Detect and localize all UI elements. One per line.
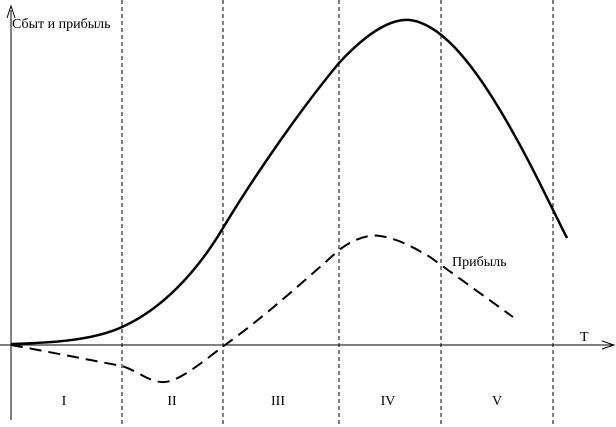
stage-label: II bbox=[167, 394, 177, 409]
stage-dividers bbox=[121, 0, 554, 427]
x-arrow bbox=[601, 340, 616, 350]
x-axis-label: T bbox=[580, 330, 589, 345]
profit-label: Прибыль bbox=[452, 255, 507, 270]
stage-label: I bbox=[62, 394, 67, 409]
stage-label: IV bbox=[381, 394, 396, 409]
y-axis-label: Сбыт и прибыль bbox=[12, 17, 111, 32]
stage-label: III bbox=[271, 394, 285, 409]
profit-curve bbox=[10, 234, 514, 384]
sales-curve bbox=[10, 18, 569, 346]
y-arrow bbox=[6, 4, 16, 19]
stage-label: V bbox=[492, 394, 502, 409]
